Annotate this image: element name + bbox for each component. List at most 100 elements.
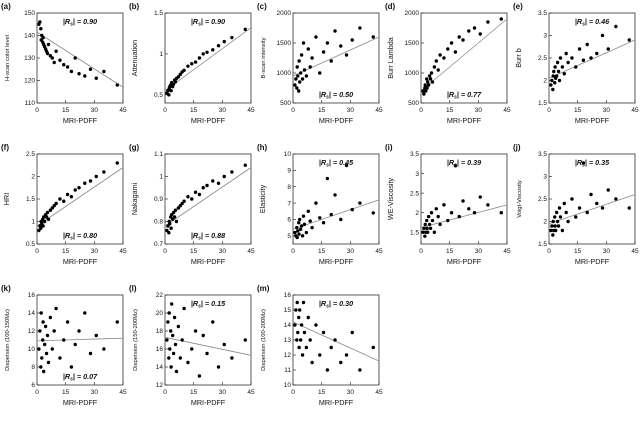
data-point bbox=[371, 345, 375, 350]
data-point bbox=[426, 214, 431, 219]
data-point bbox=[551, 74, 555, 78]
data-point bbox=[168, 222, 172, 226]
data-point bbox=[467, 207, 471, 211]
y-tick-label: 120 bbox=[24, 78, 35, 85]
data-point bbox=[50, 56, 54, 60]
y-tick-label: 2.5 bbox=[538, 55, 547, 62]
data-point bbox=[205, 351, 209, 356]
data-point bbox=[37, 347, 41, 351]
subplot-m: 0 15 30 45 10 11 12 13 14 15 16 |Rs| = 0.30 Dispersi… bbox=[256, 282, 384, 423]
data-point bbox=[299, 53, 304, 57]
trend-line bbox=[420, 204, 508, 228]
data-point bbox=[299, 224, 304, 228]
data-point bbox=[314, 35, 318, 39]
data-point bbox=[45, 51, 50, 56]
data-point bbox=[570, 56, 574, 60]
data-point bbox=[425, 218, 429, 223]
data-point bbox=[230, 35, 234, 40]
data-point bbox=[41, 338, 45, 342]
data-point bbox=[438, 53, 442, 57]
data-point bbox=[325, 176, 330, 181]
data-point bbox=[54, 201, 58, 206]
correlation-label: |Rs| = 0.35 bbox=[575, 158, 610, 169]
data-point bbox=[358, 26, 362, 30]
panel-letter: (g) bbox=[129, 143, 140, 152]
data-point bbox=[461, 38, 465, 42]
data-point bbox=[171, 82, 176, 86]
x-tick-label: 45 bbox=[375, 107, 383, 114]
data-point bbox=[293, 83, 297, 87]
data-point bbox=[371, 35, 375, 39]
data-point bbox=[585, 210, 589, 215]
data-point bbox=[585, 42, 589, 47]
subplot-h-canvas: 0 15 30 45 5 6 7 8 9 10 |Rs| = 0.45 Elasticity MRI-P… bbox=[257, 143, 383, 266]
data-point bbox=[318, 353, 322, 357]
data-point bbox=[478, 32, 482, 36]
subplot-i-canvas: 0 15 30 45 1.5 2 2.5 3 3.5 |Rs| = 0.39 WE-Viscosit… bbox=[385, 143, 511, 266]
data-point bbox=[41, 36, 45, 40]
data-point bbox=[436, 68, 440, 72]
x-tick-label: 15 bbox=[318, 107, 326, 114]
data-point bbox=[230, 170, 234, 174]
y-tick-label: 1.5 bbox=[154, 10, 163, 17]
subplot-l-canvas: 0 15 30 45 12 14 16 18 20 22 |Rs| = 0.15 Dispersion… bbox=[129, 284, 255, 407]
data-point bbox=[94, 333, 98, 338]
subplot-d-canvas: 0 15 30 45 500 1000 1500 2000 |Rs| = 0.77 Burr La… bbox=[385, 2, 511, 125]
y-tick-label: 3.5 bbox=[538, 10, 547, 17]
y-tick-label: 12 bbox=[284, 352, 292, 359]
subplot-j-canvas: 0 15 30 45 1.5 2 2.5 3 3.5 |Rs| = 0.35 Voigt-Visco… bbox=[513, 143, 639, 266]
y-tick-label: 8 bbox=[31, 364, 35, 371]
data-point bbox=[564, 210, 568, 215]
data-point bbox=[197, 56, 202, 60]
panel-letter: (k) bbox=[1, 284, 11, 293]
data-point bbox=[551, 219, 555, 224]
y-tick-label: 2.5 bbox=[410, 190, 419, 197]
data-point bbox=[358, 368, 362, 372]
y-tick-label: 2 bbox=[543, 78, 547, 85]
data-point bbox=[467, 29, 471, 33]
subplot-g-canvas: 0 15 30 45 0.7 0.8 0.9 1 1.1 |Rs| = 0.88 Nakagami M… bbox=[129, 143, 255, 266]
data-point bbox=[176, 206, 181, 210]
x-tick-label: 15 bbox=[446, 107, 454, 114]
trend-line bbox=[36, 337, 124, 342]
data-point bbox=[166, 224, 170, 228]
data-point bbox=[41, 369, 46, 374]
x-tick-label: 0 bbox=[547, 248, 551, 255]
data-point bbox=[182, 199, 186, 203]
subplot-e-canvas: 0 15 30 45 1.5 2 2.5 3 3.5 |Rs| = 0.46 Burr b MRI-P… bbox=[513, 2, 639, 125]
data-point bbox=[173, 80, 178, 84]
data-point bbox=[306, 47, 310, 51]
correlation-label: |Rs| = 0.90 bbox=[63, 17, 97, 28]
x-axis-label: MRI-PDFF bbox=[575, 116, 610, 125]
data-point bbox=[45, 210, 50, 215]
data-point bbox=[170, 333, 175, 338]
data-point bbox=[178, 72, 182, 77]
x-tick-label: 15 bbox=[62, 107, 70, 114]
data-point bbox=[558, 56, 563, 60]
x-tick-label: 45 bbox=[247, 389, 255, 396]
panel-letter: (l) bbox=[129, 284, 137, 293]
data-point bbox=[50, 347, 54, 351]
data-point bbox=[318, 71, 322, 75]
data-point bbox=[296, 74, 300, 78]
data-point bbox=[182, 306, 186, 311]
data-point bbox=[432, 230, 437, 234]
data-point bbox=[44, 215, 49, 219]
data-point bbox=[52, 329, 56, 333]
x-tick-label: 15 bbox=[190, 248, 198, 255]
data-point bbox=[216, 181, 221, 185]
subplot-e: 0 15 30 45 1.5 2 2.5 3 3.5 |Rs| = 0.46 Burr b MRI-P… bbox=[512, 0, 640, 141]
data-point bbox=[295, 65, 299, 69]
data-point bbox=[551, 233, 555, 237]
y-tick-label: 0.7 bbox=[154, 241, 163, 248]
x-tick-label: 45 bbox=[247, 248, 255, 255]
data-point bbox=[102, 69, 106, 74]
data-point bbox=[321, 221, 326, 225]
data-point bbox=[243, 27, 247, 32]
subplot-m-canvas: 0 15 30 45 10 11 12 13 14 15 16 |Rs| = 0.30 Dispersi… bbox=[257, 284, 383, 407]
y-axis-label: HRI bbox=[2, 193, 11, 205]
data-point bbox=[193, 60, 198, 64]
data-point bbox=[600, 33, 605, 38]
data-point bbox=[557, 78, 562, 83]
data-point bbox=[570, 197, 574, 201]
